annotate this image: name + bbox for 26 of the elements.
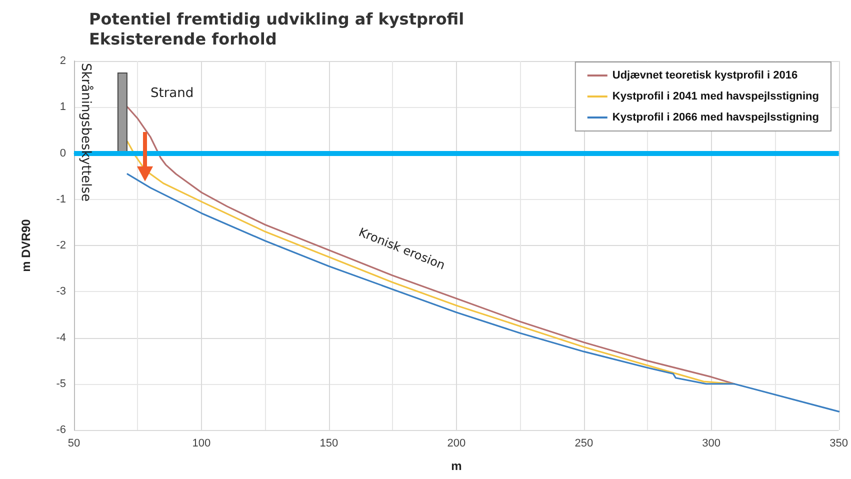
x-axis-title: m	[451, 459, 462, 473]
y-tick-label: -6	[56, 424, 66, 436]
y-axis-title: m DVR90	[19, 218, 33, 272]
y-tick-label: -1	[56, 193, 66, 206]
chart-title: Potentiel fremtidig udvikling af kystprofil	[89, 10, 464, 28]
legend-label: Kystprofil i 2066 med havspejlsstigning	[612, 112, 820, 124]
y-tick-label: 1	[60, 101, 66, 114]
x-tick-label: 200	[447, 438, 466, 450]
y-tick-label: 2	[60, 55, 66, 67]
annotation: Strand	[150, 86, 194, 102]
x-tick-label: 350	[830, 438, 848, 450]
x-tick-label: 150	[320, 438, 338, 450]
y-tick-label: -3	[56, 286, 66, 298]
chart-subtitle: Eksisterende forhold	[89, 30, 277, 48]
x-tick-label: 50	[68, 438, 80, 450]
y-tick-label: -4	[56, 332, 66, 344]
y-tick-label: -2	[56, 240, 66, 252]
y-tick-label: 0	[60, 147, 66, 160]
line-series	[126, 173, 840, 412]
legend-label: Kystprofil i 2041 med havspejlsstigning	[612, 90, 820, 102]
annotation: Skråningsbeskyttelse	[78, 63, 94, 202]
legend-label: Udjævnet teoretisk kystprofil i 2016	[612, 70, 798, 82]
x-tick-label: 300	[702, 438, 721, 450]
x-tick-label: 250	[574, 438, 594, 450]
x-tick-label: 100	[192, 438, 211, 450]
y-tick-label: -5	[56, 378, 66, 390]
